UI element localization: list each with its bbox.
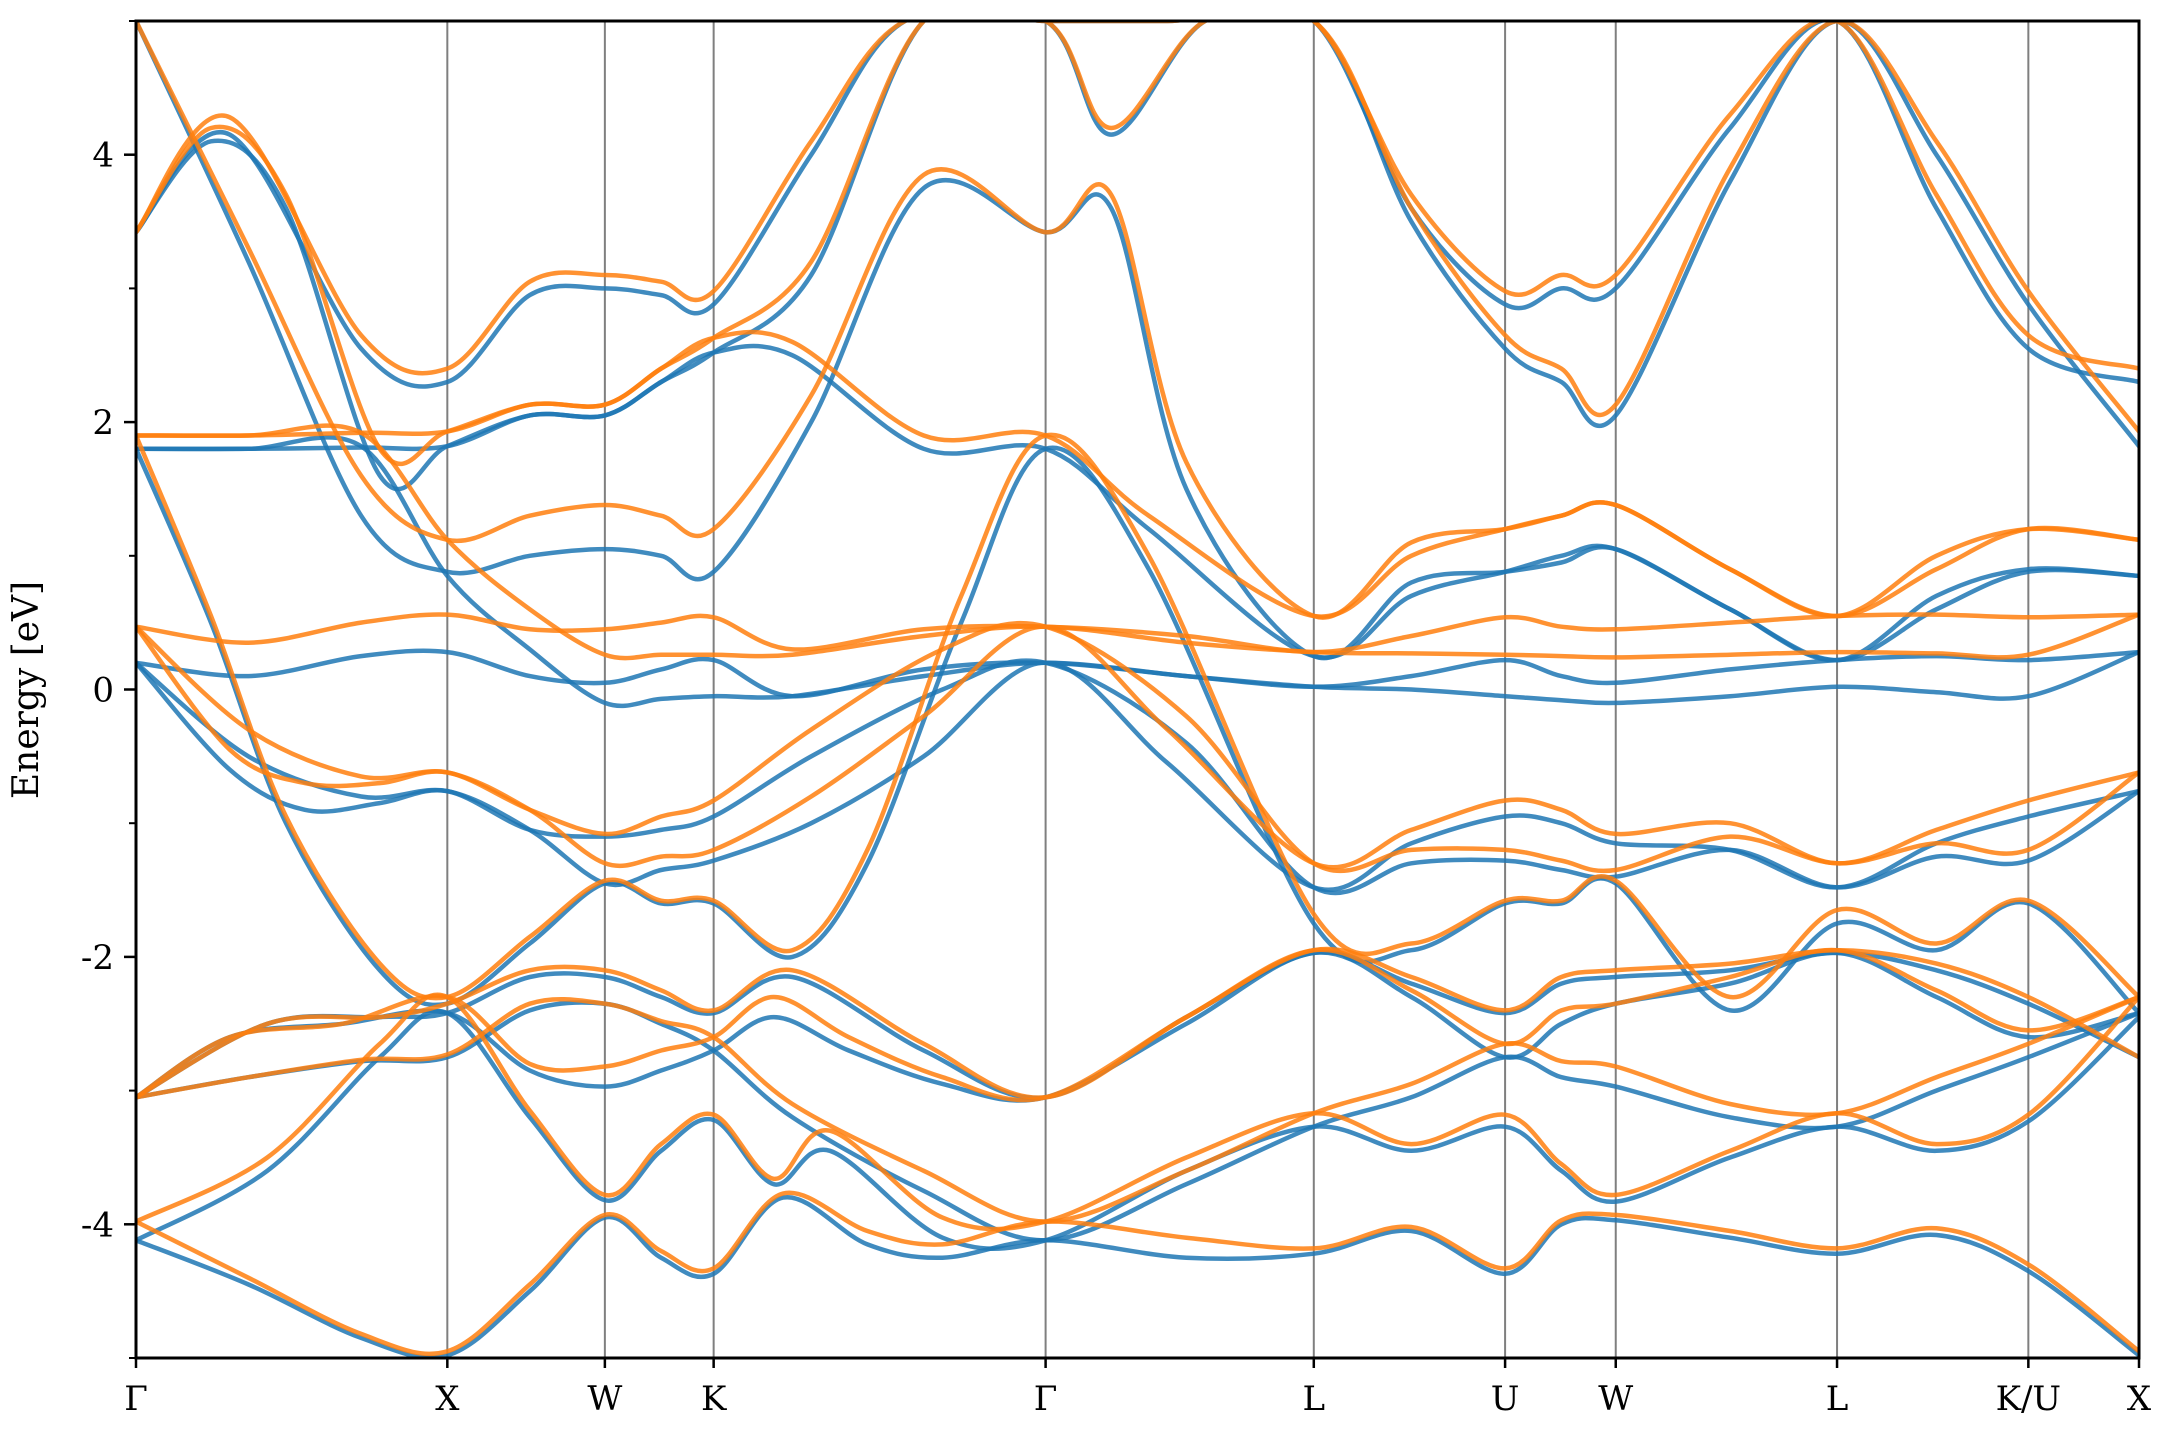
- x-tick-label: W: [587, 1379, 622, 1419]
- band-line: [136, 612, 2139, 655]
- band-line: [136, 947, 2139, 1103]
- band-series-2: [136, 21, 2139, 1357]
- y-tick-label: 4: [92, 136, 114, 176]
- x-tick-label: X: [2127, 1379, 2152, 1419]
- band-line: [136, 1000, 2139, 1243]
- band-line: [136, 1195, 2139, 1358]
- band-line: [136, 435, 2139, 709]
- band-line: [136, 648, 2139, 699]
- y-tick-label: 2: [92, 403, 114, 443]
- band-line: [136, 21, 2139, 620]
- y-tick-label: -2: [81, 938, 114, 978]
- band-line: [136, 1190, 2139, 1357]
- plot-frame: [134, 19, 2141, 1360]
- y-axis-label: Energy [eV]: [6, 581, 47, 799]
- y-axis: -4 -2 0 2 4: [81, 20, 136, 1359]
- band-line: [136, 329, 2139, 619]
- y-tick-label: 0: [92, 671, 114, 711]
- band-line: [136, 21, 2139, 376]
- band-line: [136, 994, 2139, 1224]
- band-line: [136, 946, 2139, 1100]
- x-tick-label: L: [1826, 1379, 1849, 1419]
- x-tick-label: L: [1303, 1379, 1326, 1419]
- band-line: [136, 950, 2139, 1103]
- band-line: [136, 658, 2139, 896]
- x-axis: Γ X W K Γ L U W L K/U X: [124, 1358, 2152, 1419]
- band-line: [136, 949, 2139, 1101]
- high-symmetry-lines: [446, 21, 2030, 1358]
- x-tick-label: W: [1598, 1379, 1633, 1419]
- x-tick-label: U: [1491, 1379, 1520, 1419]
- x-tick-label: K: [701, 1379, 727, 1419]
- y-tick-label: -4: [81, 1205, 114, 1245]
- band-line: [136, 21, 2139, 467]
- x-tick-label: K/U: [1996, 1379, 2062, 1419]
- band-line: [136, 21, 2139, 663]
- band-series-1: [136, 21, 2139, 1358]
- band-line: [136, 432, 2139, 1001]
- band-curves: [136, 21, 2139, 1358]
- band-line: [136, 423, 2139, 661]
- x-tick-label: Γ: [124, 1379, 148, 1419]
- band-line: [136, 620, 2139, 874]
- x-tick-label: X: [435, 1379, 460, 1419]
- band-line: [136, 624, 2139, 870]
- x-tick-label: Γ: [1034, 1379, 1058, 1419]
- band-line: [136, 21, 2139, 389]
- band-line: [136, 21, 2139, 492]
